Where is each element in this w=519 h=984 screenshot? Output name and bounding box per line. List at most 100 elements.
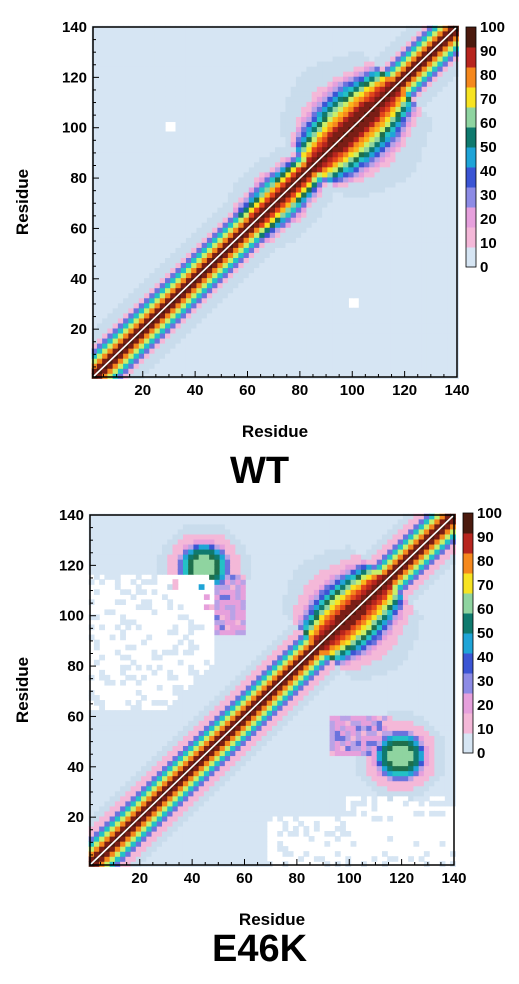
heatmap-cell (265, 142, 271, 148)
heatmap-cell (343, 308, 349, 314)
heatmap-cell (343, 217, 349, 223)
heatmap-cell (102, 31, 108, 37)
heatmap-cell (223, 76, 229, 82)
heatmap-cell (401, 177, 407, 183)
heatmap-cell (228, 333, 234, 339)
heatmap-cell (118, 51, 124, 57)
heatmap-cell (437, 81, 443, 87)
heatmap-cell (217, 217, 223, 223)
heatmap-cell (170, 167, 176, 173)
heatmap-cell (327, 197, 333, 203)
heatmap-cell (422, 368, 428, 374)
heatmap-cell (118, 182, 124, 188)
heatmap-cell (443, 41, 449, 47)
heatmap-cell (202, 338, 208, 344)
heatmap-cell (437, 217, 443, 223)
heatmap-cell (306, 106, 312, 112)
heatmap-cell (202, 126, 208, 132)
heatmap-cell (170, 338, 176, 344)
heatmap-cell (212, 237, 218, 243)
heatmap-cell (280, 358, 286, 364)
heatmap-cell (186, 358, 192, 364)
heatmap-cell (348, 288, 354, 294)
heatmap-cell (139, 207, 145, 213)
heatmap-cell (317, 247, 323, 253)
heatmap-cell (202, 343, 208, 349)
heatmap-cell (443, 217, 449, 223)
heatmap-cell (375, 147, 381, 153)
heatmap-cell (338, 36, 344, 42)
heatmap-cell (196, 308, 202, 314)
heatmap-cell (181, 237, 187, 243)
heatmap-cell (437, 262, 443, 268)
heatmap-cell (149, 222, 155, 228)
heatmap-cell (354, 318, 360, 324)
heatmap-cell (118, 197, 124, 203)
heatmap-cell (291, 46, 297, 52)
heatmap-cell (128, 177, 134, 183)
heatmap-cell (411, 101, 417, 107)
heatmap-cell (265, 293, 271, 299)
heatmap-cell (306, 66, 312, 72)
heatmap-cell (123, 177, 129, 183)
heatmap-cell (416, 257, 422, 263)
heatmap-cell (144, 137, 150, 143)
heatmap-cell (155, 247, 161, 253)
heatmap-cell (327, 41, 333, 47)
heatmap-cell (395, 142, 401, 148)
heatmap-cell (233, 283, 239, 289)
heatmap-cell (175, 126, 181, 132)
heatmap-cell (306, 172, 312, 178)
heatmap-cell (453, 157, 459, 163)
heatmap-cell (411, 358, 417, 364)
heatmap-cell (375, 303, 381, 309)
heatmap-cell (395, 56, 401, 62)
heatmap-cell (228, 348, 234, 354)
heatmap-cell (175, 212, 181, 218)
heatmap-cell (228, 157, 234, 163)
heatmap-cell (411, 278, 417, 284)
heatmap-cell (317, 328, 323, 334)
heatmap-cell (217, 348, 223, 354)
heatmap-cell (181, 116, 187, 122)
heatmap-cell (212, 227, 218, 233)
heatmap-cell (186, 106, 192, 112)
heatmap-cell (160, 147, 166, 153)
heatmap-cell (437, 182, 443, 188)
heatmap-cell (181, 257, 187, 263)
heatmap-cell (113, 207, 119, 213)
heatmap-cell (369, 267, 375, 273)
heatmap-cell (401, 308, 407, 314)
heatmap-cell (312, 202, 318, 208)
heatmap-cell (422, 252, 428, 258)
heatmap-cell (202, 333, 208, 339)
heatmap-cell (196, 101, 202, 107)
heatmap-cell (128, 167, 134, 173)
heatmap-cell (427, 152, 433, 158)
heatmap-cell (270, 308, 276, 314)
heatmap-cell (212, 147, 218, 153)
heatmap-cell (385, 348, 391, 354)
heatmap-cell (359, 192, 365, 198)
heatmap-cell (322, 197, 328, 203)
heatmap-cell (296, 162, 302, 168)
heatmap-cell (306, 273, 312, 279)
heatmap-cell (170, 333, 176, 339)
heatmap-cell (238, 36, 244, 42)
heatmap-cell (207, 187, 213, 193)
heatmap-cell (296, 252, 302, 258)
heatmap-cell (212, 192, 218, 198)
heatmap-cell (306, 96, 312, 102)
heatmap-cell (223, 121, 229, 127)
heatmap-cell (422, 358, 428, 364)
heatmap-cell (443, 202, 449, 208)
heatmap-cell (312, 333, 318, 339)
heatmap-cell (139, 237, 145, 243)
heatmap-cell (448, 373, 454, 379)
heatmap-cell (306, 267, 312, 273)
heatmap-cell (228, 308, 234, 314)
heatmap-cell (175, 71, 181, 77)
heatmap-cell (411, 91, 417, 97)
heatmap-cell (375, 81, 381, 87)
